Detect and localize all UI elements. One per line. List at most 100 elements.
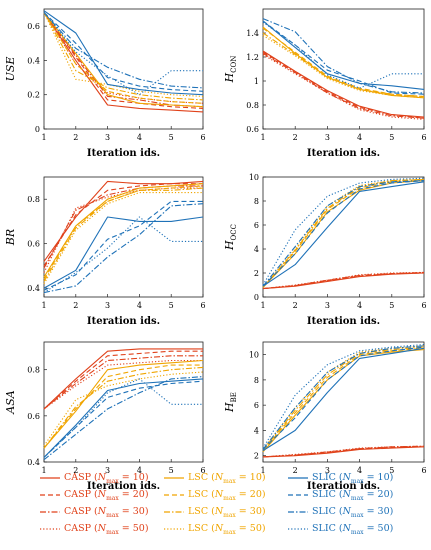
y-tick-label: 0 — [254, 293, 259, 302]
series-line-casp-n-max-50 — [262, 54, 425, 120]
x-axis-label: Iteration ids. — [307, 148, 380, 159]
series-line-slic-n-max-10 — [262, 181, 425, 287]
subplot-br: 1 2 3 4 5 6 0.4 0.6 0.8 Iteration ids. BR — [4, 176, 206, 327]
x-tick-label: 5 — [389, 133, 394, 142]
legend-label: CASP (Nmax = 50) — [64, 523, 149, 536]
legend-swatch — [288, 511, 308, 513]
y-tick-label: 6 — [254, 401, 259, 410]
series-line-lsc-n-max-10 — [262, 349, 425, 453]
x-tick-label: 2 — [293, 301, 298, 310]
y-tick-label: 0.4 — [27, 458, 40, 467]
series-line-slic-n-max-30 — [262, 180, 425, 287]
series-line-lsc-n-max-30 — [43, 366, 204, 449]
series-line-slic-n-max-50 — [43, 378, 203, 458]
y-tick-label: 4 — [254, 426, 259, 435]
legend-label: SLIC (Nmax = 10) — [312, 472, 394, 485]
series-line-lsc-n-max-50 — [43, 192, 203, 284]
x-tick-label: 6 — [200, 466, 205, 475]
x-tick-label: 1 — [41, 301, 46, 310]
x-tick-label: 2 — [73, 133, 78, 142]
legend-label: CASP (Nmax = 30) — [64, 506, 149, 519]
series-line-slic-n-max-20 — [43, 380, 204, 458]
y-axis-label: BR — [4, 229, 17, 246]
y-axis-label: USE — [4, 57, 17, 82]
plot-frame — [262, 341, 425, 463]
series-line-slic-n-max-10 — [262, 20, 425, 90]
y-tick-label: 0.6 — [246, 125, 259, 134]
x-tick-label: 6 — [421, 133, 426, 142]
legend-label: CASP (Nmax = 20) — [64, 489, 149, 502]
x-tick-label: 1 — [260, 466, 265, 475]
legend-label: SLIC (Nmax = 20) — [312, 489, 394, 502]
y-tick-label: 1.2 — [246, 53, 259, 62]
plot-frame — [43, 341, 204, 463]
legend-swatch — [40, 511, 60, 513]
legend-swatch — [164, 494, 184, 496]
y-tick-label: 0.8 — [246, 101, 259, 110]
x-axis-label: Iteration ids. — [87, 316, 160, 327]
series-line-slic-n-max-20 — [262, 346, 425, 450]
x-tick-label: 5 — [169, 133, 174, 142]
series-line-slic-n-max-50 — [262, 177, 425, 286]
series-line-casp-n-max-10 — [43, 348, 203, 410]
x-tick-label: 3 — [105, 466, 110, 475]
y-tick-label: 2 — [254, 452, 259, 461]
series-line-lsc-n-max-10 — [262, 180, 425, 288]
x-tick-label: 6 — [421, 301, 426, 310]
series-line-lsc-n-max-20 — [43, 12, 204, 104]
series-line-lsc-n-max-50 — [43, 371, 204, 447]
series-line-lsc-n-max-30 — [43, 187, 204, 282]
subplot-use: 1 2 3 4 5 6 0 0.2 0.4 0.6 Iteration ids. USE — [4, 8, 206, 159]
series-line-slic-n-max-50 — [262, 21, 424, 89]
x-tick-label: 2 — [293, 466, 298, 475]
y-tick-label: 1 — [254, 77, 259, 86]
y-tick-label: 0.2 — [27, 91, 40, 100]
y-tick-label: 8 — [254, 376, 259, 385]
legend-label: SLIC (Nmax = 30) — [312, 506, 394, 519]
x-tick-label: 1 — [260, 133, 265, 142]
series-line-lsc-n-max-30 — [262, 178, 425, 288]
legend-label: LSC (Nmax = 10) — [188, 472, 266, 485]
y-tick-label: 8 — [254, 197, 259, 206]
series-line-lsc-n-max-20 — [43, 185, 204, 280]
y-tick-label: 10 — [249, 173, 259, 182]
legend-swatch — [40, 494, 60, 496]
series-line-lsc-n-max-10 — [43, 359, 204, 449]
series-line-lsc-n-max-10 — [43, 12, 204, 108]
y-tick-label: 0.4 — [27, 284, 40, 293]
series-line-casp-n-max-20 — [43, 350, 203, 410]
series-line-casp-n-max-50 — [43, 187, 203, 273]
series-line-slic-n-max-30 — [43, 203, 204, 294]
y-tick-label: 0.6 — [27, 240, 40, 249]
x-tick-label: 4 — [357, 301, 362, 310]
x-tick-label: 5 — [169, 466, 174, 475]
y-axis-label: ASA — [4, 390, 17, 414]
x-tick-label: 1 — [260, 301, 265, 310]
legend: CASP (Nmax = 10) CASP (Nmax = 20) CASP (Nm… — [40, 470, 410, 544]
legend-label: LSC (Nmax = 50) — [188, 523, 266, 536]
y-axis-label: HOCC — [223, 224, 238, 251]
y-tick-label: 0 — [35, 125, 40, 134]
x-tick-label: 3 — [105, 301, 110, 310]
series-line-casp-n-max-30 — [43, 355, 203, 410]
y-tick-label: 2 — [254, 269, 259, 278]
subplot-h-occ: 1 2 3 4 5 6 0 2 4 6 8 10 Iteration ids. HOCC — [223, 173, 427, 327]
plot-frame — [43, 176, 204, 298]
y-tick-label: 4 — [254, 245, 259, 254]
y-tick-label: 0.4 — [27, 56, 40, 65]
series-line-lsc-n-max-10 — [43, 183, 204, 278]
x-tick-label: 2 — [73, 301, 78, 310]
x-axis-label: Iteration ids. — [87, 148, 160, 159]
series-line-slic-n-max-30 — [43, 376, 204, 461]
series-line-casp-n-max-30 — [262, 271, 425, 290]
series-line-slic-n-max-30 — [43, 12, 204, 89]
x-tick-label: 3 — [325, 466, 330, 475]
series-line-slic-n-max-10 — [43, 10, 204, 96]
series-line-slic-n-max-20 — [43, 12, 204, 92]
x-tick-label: 6 — [421, 466, 426, 475]
x-axis-label: Iteration ids. — [307, 316, 380, 327]
series-line-casp-n-max-20 — [43, 12, 204, 109]
series-line-lsc-n-max-30 — [262, 346, 425, 451]
